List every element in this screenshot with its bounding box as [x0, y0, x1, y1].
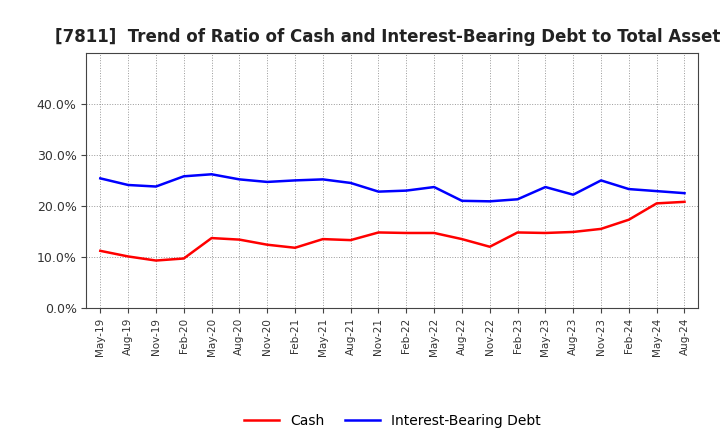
Cash: [346, 238, 355, 243]
Interest-Bearing Debt: [318, 177, 327, 182]
Cash: [485, 244, 494, 249]
Cash: [541, 230, 550, 235]
Interest-Bearing Debt: [597, 178, 606, 183]
Cash: [318, 236, 327, 242]
Interest-Bearing Debt: [346, 180, 355, 186]
Cash: [458, 236, 467, 242]
Interest-Bearing Debt: [235, 177, 243, 182]
Interest-Bearing Debt: [263, 179, 271, 184]
Interest-Bearing Debt: [485, 199, 494, 204]
Cash: [652, 201, 661, 206]
Interest-Bearing Debt: [124, 182, 132, 187]
Interest-Bearing Debt: [402, 188, 410, 193]
Cash: [263, 242, 271, 247]
Cash: [96, 248, 104, 253]
Line: Cash: Cash: [100, 202, 685, 260]
Cash: [402, 230, 410, 235]
Interest-Bearing Debt: [458, 198, 467, 203]
Cash: [513, 230, 522, 235]
Cash: [624, 217, 633, 222]
Interest-Bearing Debt: [569, 192, 577, 197]
Line: Interest-Bearing Debt: Interest-Bearing Debt: [100, 174, 685, 202]
Interest-Bearing Debt: [179, 174, 188, 179]
Cash: [680, 199, 689, 205]
Interest-Bearing Debt: [680, 191, 689, 196]
Cash: [430, 230, 438, 235]
Legend: Cash, Interest-Bearing Debt: Cash, Interest-Bearing Debt: [238, 409, 546, 434]
Interest-Bearing Debt: [430, 184, 438, 190]
Interest-Bearing Debt: [513, 197, 522, 202]
Interest-Bearing Debt: [652, 188, 661, 194]
Interest-Bearing Debt: [207, 172, 216, 177]
Cash: [597, 226, 606, 231]
Interest-Bearing Debt: [152, 184, 161, 189]
Cash: [235, 237, 243, 242]
Interest-Bearing Debt: [96, 176, 104, 181]
Cash: [291, 245, 300, 250]
Interest-Bearing Debt: [374, 189, 383, 194]
Cash: [124, 254, 132, 259]
Cash: [207, 235, 216, 241]
Title: [7811]  Trend of Ratio of Cash and Interest-Bearing Debt to Total Assets: [7811] Trend of Ratio of Cash and Intere…: [55, 28, 720, 46]
Cash: [374, 230, 383, 235]
Cash: [152, 258, 161, 263]
Interest-Bearing Debt: [541, 184, 550, 190]
Cash: [569, 229, 577, 235]
Cash: [179, 256, 188, 261]
Interest-Bearing Debt: [291, 178, 300, 183]
Interest-Bearing Debt: [624, 187, 633, 192]
